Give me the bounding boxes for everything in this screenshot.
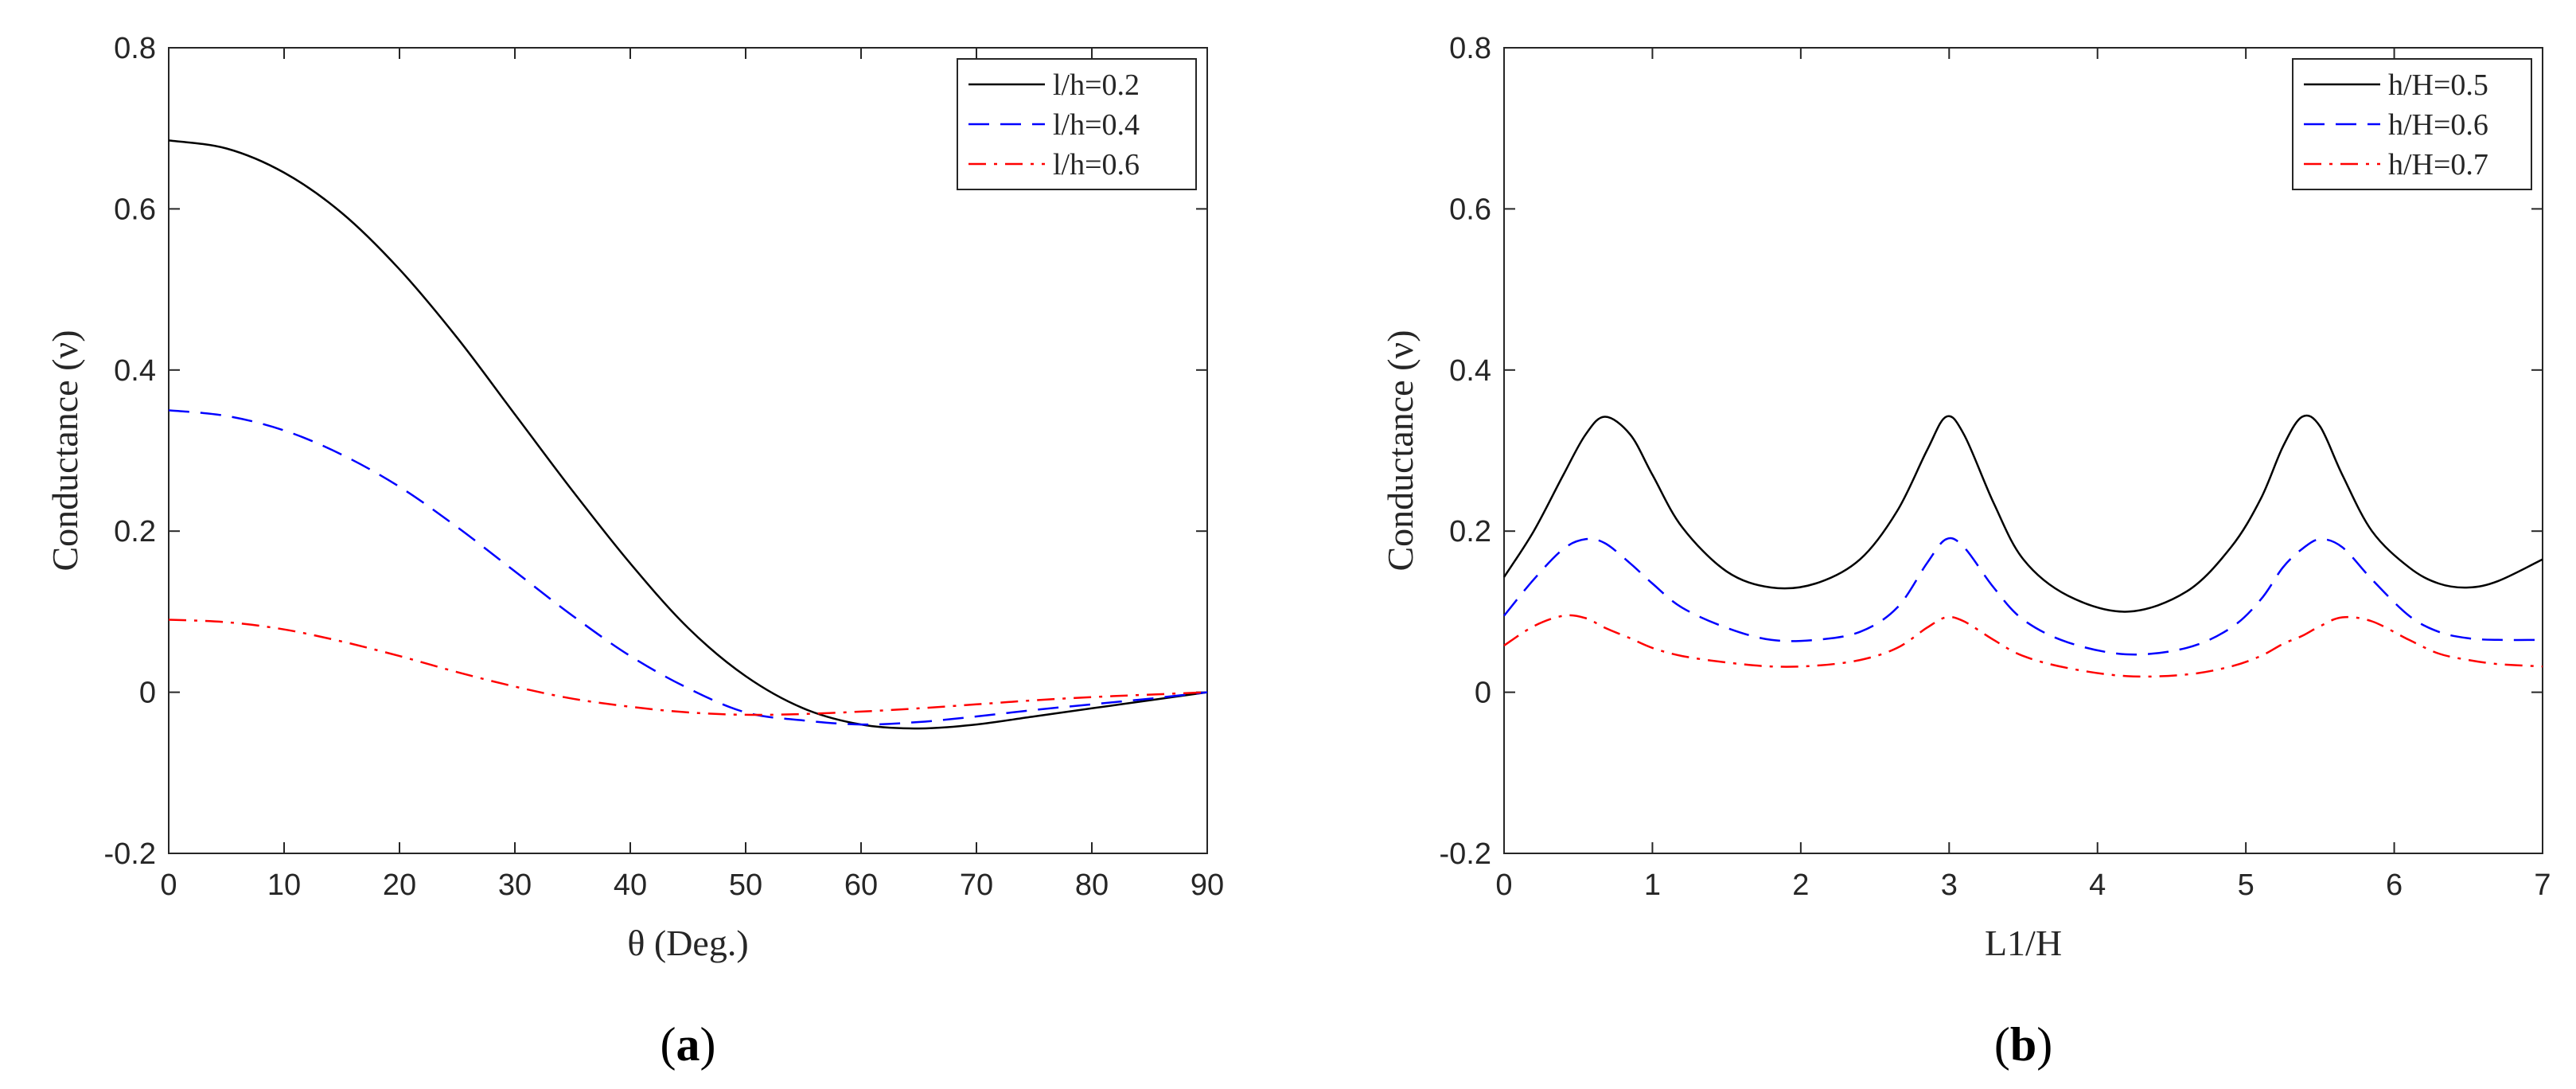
legend-label: h/H=0.6	[2388, 108, 2488, 142]
x-tick-label: 0	[160, 868, 177, 902]
legend-label: h/H=0.5	[2388, 68, 2488, 102]
panel-a-chart: 0 10 20 30 40 50 60 70 80 90-0.200.20.40.60.8 l/h…	[45, 32, 1224, 1071]
y-tick-label: 0.2	[114, 515, 156, 548]
panel-a-ticks: 0 10 20 30 40 50 60 70 80 90-0.200.20.40.60.8	[104, 32, 1225, 902]
series-line-h/H=0.5	[1502, 414, 2543, 613]
series-line-l/h=0.2	[168, 139, 1208, 730]
y-tick-label: 0.2	[1449, 515, 1491, 548]
legend-label: l/h=0.2	[1053, 68, 1140, 102]
x-tick-label: 10	[267, 868, 301, 902]
panel-b-ticks: 0 1 2 3 4 5 6 7-0.200.20.40.60.8	[1440, 32, 2551, 902]
panel-a-x-axis-label: θ (Deg.)	[627, 923, 748, 963]
legend-label: h/H=0.7	[2388, 148, 2488, 182]
y-tick-label: -0.2	[1440, 837, 1491, 871]
legend-box	[957, 58, 1197, 190]
x-tick-label: 5	[2238, 868, 2254, 902]
panel-a-legend: l/h=0.2 l/h=0.4 l/h=0.6	[957, 58, 1197, 190]
y-tick-label: 0.8	[114, 32, 156, 65]
legend-label: l/h=0.6	[1053, 148, 1140, 182]
x-tick-label: 2	[1792, 868, 1809, 902]
x-tick-label: 4	[2089, 868, 2106, 902]
legend-label: l/h=0.4	[1053, 108, 1140, 142]
series-line-h/H=0.7	[1503, 614, 2543, 678]
panel-a-caption: (a)	[661, 1018, 716, 1071]
y-tick-label: 0.4	[1449, 354, 1491, 388]
y-tick-label: 0	[1475, 677, 1491, 710]
y-tick-label: 0.8	[1449, 32, 1491, 65]
x-tick-label: 90	[1191, 868, 1224, 902]
y-tick-label: 0	[139, 677, 156, 710]
series-line-l/h=0.4	[168, 409, 1208, 726]
x-tick-label: 0	[1495, 868, 1512, 902]
panel-a-series-lines	[168, 139, 1208, 730]
x-tick-label: 50	[729, 868, 762, 902]
x-tick-label: 30	[498, 868, 532, 902]
x-tick-label: 7	[2534, 868, 2551, 902]
panel-b-chart: 0 1 2 3 4 5 6 7-0.200.20.40.60.8 h/H=0.5h/H=0.6…	[1380, 32, 2551, 1071]
y-tick-label: -0.2	[104, 837, 156, 871]
panel-b-y-axis-label: Conductance (ν)	[1380, 330, 1421, 571]
x-tick-label: 3	[1941, 868, 1958, 902]
series-line-l/h=0.6	[168, 619, 1208, 716]
y-tick-label: 0.6	[114, 193, 156, 226]
panel-b-caption-letter: b	[2010, 1018, 2036, 1071]
x-tick-label: 6	[2386, 868, 2403, 902]
panel-a-y-axis-label: Conductance (ν)	[45, 330, 85, 571]
legend-box	[2292, 58, 2532, 190]
x-tick-label: 1	[1644, 868, 1661, 902]
x-tick-label: 20	[383, 868, 416, 902]
x-tick-label: 60	[844, 868, 878, 902]
x-tick-label: 80	[1075, 868, 1109, 902]
panel-b-caption: (b)	[1994, 1018, 2052, 1071]
panel-a-caption-letter: a	[676, 1018, 700, 1071]
panel-b-series-lines	[1502, 414, 2543, 678]
panel-b-x-axis-label: L1/H	[1985, 923, 2062, 963]
x-tick-label: 70	[960, 868, 993, 902]
series-line-h/H=0.6	[1503, 537, 2543, 656]
y-tick-label: 0.4	[114, 354, 156, 388]
y-tick-label: 0.6	[1449, 193, 1491, 226]
panel-b-legend: h/H=0.5 h/H=0.6 h/H=0.7	[2292, 58, 2532, 190]
x-tick-label: 40	[614, 868, 647, 902]
